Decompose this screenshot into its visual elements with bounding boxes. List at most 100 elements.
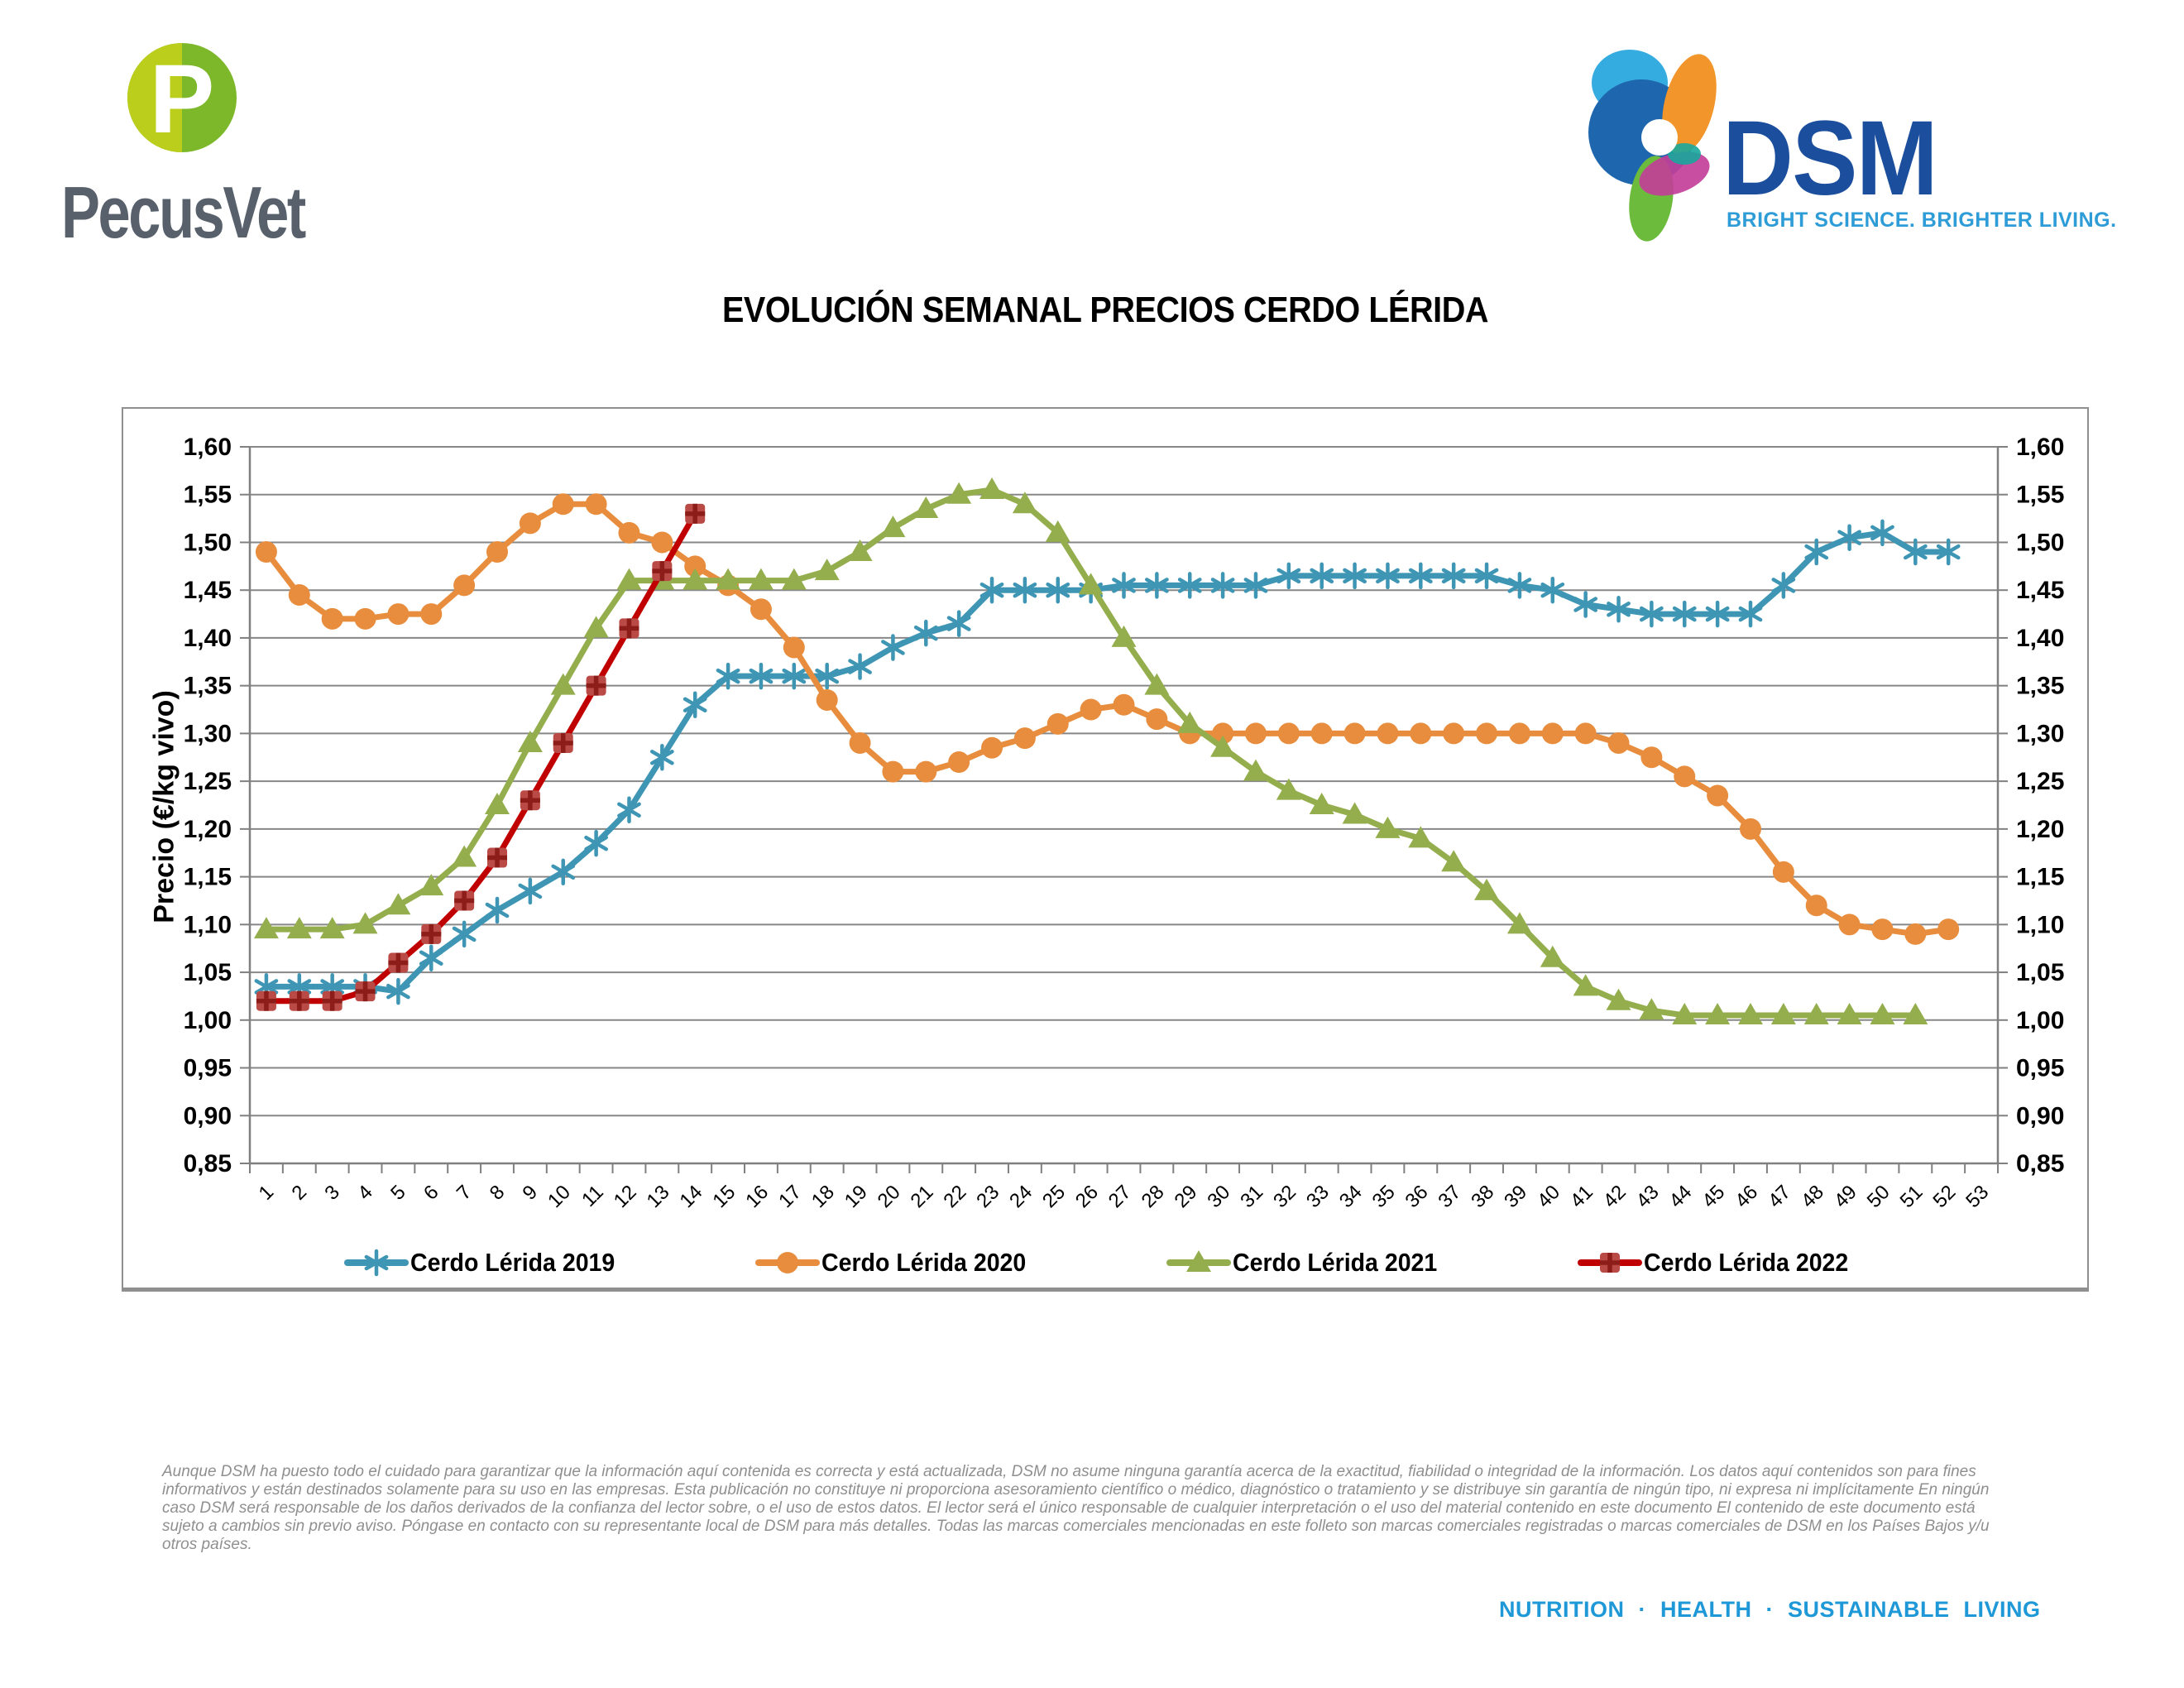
y-tick-label-right: 1,20 <box>2016 816 2064 843</box>
x-tick-label: 2 <box>288 1181 312 1205</box>
x-tick-label: 23 <box>972 1181 1003 1212</box>
axes <box>248 447 2000 1173</box>
chart-container: 0,85 0,85 0,90 0,90 0,95 0,95 1,00 1,00 1,05 1,05… <box>122 407 2089 1292</box>
dsm-tagline: BRIGHT SCIENCE. BRIGHTER LIVING. <box>1727 209 2117 232</box>
y-tick-label-right: 0,95 <box>2016 1055 2064 1082</box>
x-tick-label: 11 <box>577 1181 608 1211</box>
y-tick-label-right: 1,05 <box>2016 959 2064 986</box>
pecusvet-wordmark: PecusVet <box>61 171 306 253</box>
disclaimer-text: Aunque DSM ha puesto todo el cuidado par… <box>162 1463 2032 1554</box>
x-tick-label: 51 <box>1896 1181 1928 1212</box>
y-tick-label-left: 1,10 <box>184 911 232 938</box>
x-tick-label: 6 <box>419 1181 443 1205</box>
x-tick-label: 39 <box>1500 1181 1531 1212</box>
pecusvet-monogram: P <box>150 45 215 154</box>
legend-marker-circle-icon <box>755 1252 821 1273</box>
series-cerdo-l-rida-2022 <box>256 503 706 1011</box>
x-tick-label: 14 <box>675 1181 706 1212</box>
x-tick-label: 24 <box>1005 1181 1037 1212</box>
disclaimer-line: informativos y están destinados solament… <box>162 1481 1990 1499</box>
y-tick-label-left: 1,50 <box>184 529 232 556</box>
x-tick-label: 40 <box>1533 1181 1564 1212</box>
x-tick-label: 9 <box>519 1181 543 1205</box>
series-cerdo-l-rida-2019 <box>254 519 1961 1005</box>
x-tick-label: 45 <box>1698 1181 1729 1212</box>
legend-item-cerdo-l-rida-2021: Cerdo Lérida 2021 <box>1166 1248 1455 1278</box>
x-tick-label: 50 <box>1863 1181 1894 1212</box>
disclaimer-line: otros países. <box>162 1536 252 1553</box>
legend-marker-triangle-icon <box>1166 1250 1231 1272</box>
x-tick-label: 47 <box>1764 1181 1795 1212</box>
x-tick-label: 44 <box>1665 1181 1697 1212</box>
footer-tagline: NUTRITION · HEALTH · SUSTAINABLE LIVING <box>1499 1597 2041 1622</box>
y-tick-label-left: 1,40 <box>184 625 232 652</box>
chart-legend: Cerdo Lérida 2019 Cerdo Lérida 2020 Cerdo … <box>123 1248 2087 1278</box>
y-tick-label-right: 1,60 <box>2016 434 2064 461</box>
x-tick-label: 37 <box>1434 1181 1465 1212</box>
chart-title: EVOLUCIÓN SEMANAL PRECIOS CERDO LÉRIDA <box>721 290 1489 330</box>
legend-item-cerdo-l-rida-2020: Cerdo Lérida 2020 <box>755 1248 1044 1278</box>
disclaimer-line: Aunque DSM ha puesto todo el cuidado par… <box>162 1463 1976 1480</box>
y-tick-label-left: 1,55 <box>184 482 232 509</box>
series-cerdo-l-rida-2021 <box>253 477 1928 1025</box>
legend-item-cerdo-l-rida-2022: Cerdo Lérida 2022 <box>1577 1248 1866 1278</box>
legend-label: Cerdo Lérida 2022 <box>1643 1248 1849 1277</box>
y-tick-label-left: 0,95 <box>184 1055 232 1082</box>
x-tick-label: 52 <box>1928 1181 1960 1212</box>
x-tick-label: 31 <box>1236 1181 1267 1212</box>
y-tick-label-right: 0,90 <box>2016 1102 2064 1129</box>
series-cerdo-l-rida-2020 <box>255 493 1960 945</box>
x-tick-label: 48 <box>1797 1181 1828 1212</box>
x-tick-label: 1 <box>255 1181 279 1205</box>
y-tick-label-right: 1,50 <box>2016 529 2064 556</box>
x-tick-label: 12 <box>610 1181 641 1212</box>
dsm-logo-swirl-icon <box>1588 50 1717 242</box>
x-tick-label: 20 <box>874 1181 905 1212</box>
x-tick-label: 43 <box>1632 1181 1664 1212</box>
x-tick-label: 46 <box>1731 1181 1762 1212</box>
dsm-wordmark: DSM <box>1722 99 1938 218</box>
x-tick-label: 15 <box>708 1181 740 1212</box>
x-tick-label: 7 <box>453 1181 477 1205</box>
x-tick-label: 21 <box>907 1181 938 1212</box>
x-tick-label: 10 <box>544 1181 575 1212</box>
x-tick-label: 36 <box>1401 1181 1433 1212</box>
x-tick-label: 38 <box>1467 1181 1498 1212</box>
x-tick-label: 26 <box>1071 1181 1103 1212</box>
x-tick-label: 27 <box>1104 1181 1136 1212</box>
x-tick-label: 19 <box>841 1181 872 1212</box>
x-tick-label: 33 <box>1302 1181 1334 1212</box>
x-tick-label: 16 <box>741 1181 773 1212</box>
x-tick-label: 42 <box>1599 1181 1631 1212</box>
x-tick-label: 53 <box>1961 1181 1993 1212</box>
y-tick-label-right: 0,85 <box>2016 1150 2064 1177</box>
y-tick-label-right: 1,35 <box>2016 673 2064 700</box>
x-tick-label: 49 <box>1830 1181 1861 1212</box>
y-tick-label-right: 1,30 <box>2016 720 2064 747</box>
y-tick-label-right: 1,55 <box>2016 482 2064 509</box>
y-tick-label-left: 1,35 <box>184 673 232 700</box>
legend-label: Cerdo Lérida 2020 <box>821 1248 1027 1277</box>
y-tick-label-right: 1,00 <box>2016 1007 2064 1034</box>
x-tick-label: 18 <box>807 1181 839 1212</box>
x-tick-label: 13 <box>643 1181 674 1212</box>
y-tick-label-left: 1,20 <box>184 816 232 843</box>
y-tick-label-left: 1,15 <box>184 864 232 891</box>
x-tick-label: 25 <box>1038 1181 1070 1212</box>
y-tick-label-left: 1,30 <box>184 720 232 747</box>
disclaimer-line: sujeto a cambios sin previo aviso. Pónga… <box>162 1518 1990 1535</box>
x-tick-label: 5 <box>386 1181 410 1205</box>
y-tick-label-right: 1,10 <box>2016 911 2064 938</box>
x-tick-label: 29 <box>1171 1181 1202 1212</box>
y-tick-label-left: 1,05 <box>184 959 232 986</box>
x-tick-label: 22 <box>939 1181 970 1212</box>
x-axis-labels: 1 2 3 4 5 6 7 8 9 10 11 12 13 14 15 16 17 18 19 20 21 22 23 24 2… <box>255 1181 1994 1212</box>
x-tick-label: 28 <box>1138 1181 1169 1212</box>
x-tick-label: 17 <box>774 1181 806 1212</box>
y-tick-label-right: 1,25 <box>2016 768 2064 795</box>
x-tick-label: 8 <box>486 1181 510 1205</box>
x-tick-label: 4 <box>353 1181 377 1205</box>
x-tick-label: 30 <box>1203 1181 1234 1212</box>
legend-marker-square-plus-icon <box>1577 1253 1642 1273</box>
